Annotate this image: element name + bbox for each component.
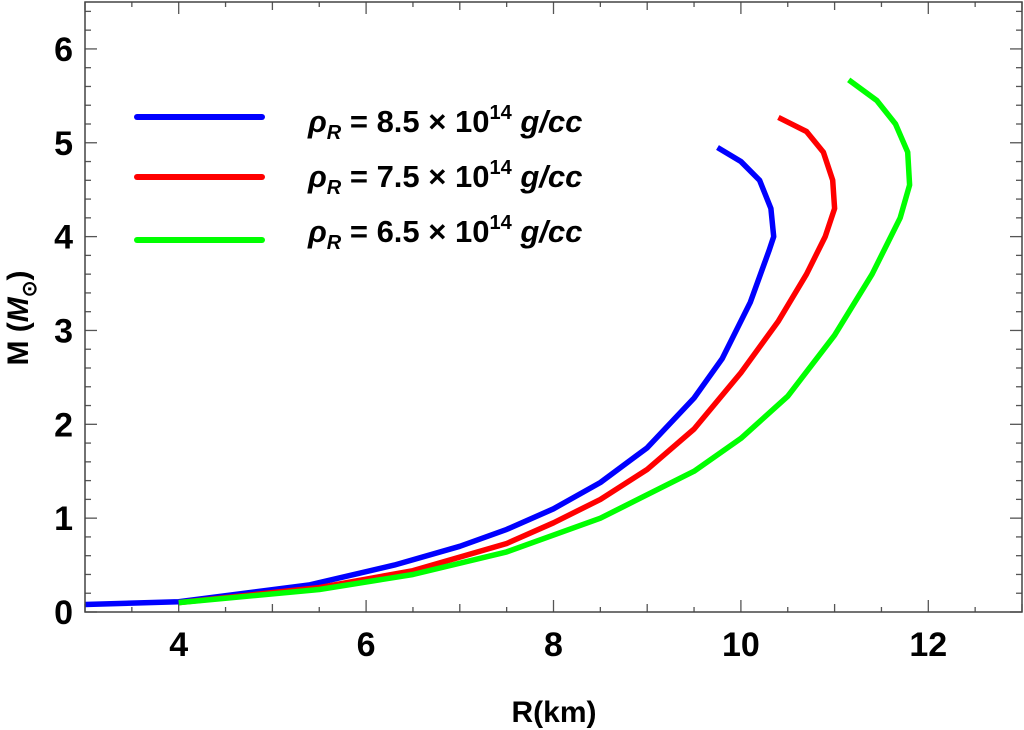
x-tick-label: 6 — [357, 626, 376, 664]
legend-label-series-1: ρR = 8.5 × 1014 g/cc — [307, 102, 582, 144]
y-tick-label: 4 — [54, 219, 73, 257]
series-line-1 — [84, 145, 777, 608]
y-axis-label-suffix: ) — [2, 270, 35, 280]
series-layer — [84, 77, 913, 608]
x-tick-label: 8 — [544, 626, 563, 664]
y-axis-label-sub: ⊙ — [19, 280, 41, 297]
legend-eq: = 8.5 × 10 — [341, 104, 489, 139]
legend-sub: R — [327, 232, 342, 254]
y-tick-label: 6 — [54, 31, 73, 69]
legend-sub: R — [327, 177, 342, 199]
x-tick-label: 4 — [169, 626, 188, 664]
legend-sym: ρ — [307, 104, 327, 139]
legend-sym: ρ — [307, 159, 327, 194]
legend-sup: 14 — [489, 157, 512, 179]
x-axis-label: R(km) — [511, 696, 596, 729]
ticks-layer — [84, 2, 1023, 613]
y-tick-label: 1 — [54, 500, 73, 538]
legend-unit: g/cc — [512, 214, 583, 249]
legend-sup: 14 — [489, 212, 512, 234]
y-tick-label: 0 — [54, 594, 73, 632]
legend-label-series-2: ρR = 7.5 × 1014 g/cc — [307, 157, 582, 199]
x-tick-label: 10 — [722, 626, 760, 664]
y-axis-label-unit: M — [2, 296, 35, 322]
legend: ρR = 8.5 × 1014 g/cc ρR = 7.5 × 1014 g/c… — [134, 102, 582, 254]
series-line-2 — [178, 114, 838, 606]
legend-unit: g/cc — [512, 159, 583, 194]
legend-eq: = 6.5 × 10 — [341, 214, 489, 249]
legend-sym: ρ — [307, 214, 327, 249]
legend-unit: g/cc — [512, 104, 583, 139]
series-line-3 — [178, 77, 913, 606]
legend-sub: R — [327, 122, 342, 144]
x-tick-label: 12 — [909, 626, 947, 664]
y-axis-label: M (M⊙) — [2, 270, 41, 365]
y-tick-label: 3 — [54, 312, 73, 350]
legend-sup: 14 — [489, 102, 512, 124]
y-tick-label: 5 — [54, 125, 73, 163]
y-tick-label: 2 — [54, 406, 73, 444]
plot-frame — [84, 1, 1023, 613]
svg-text:M (M⊙): M (M⊙) — [2, 270, 41, 365]
y-axis-label-prefix: M ( — [2, 322, 35, 365]
legend-eq: = 7.5 × 10 — [341, 159, 489, 194]
legend-label-series-3: ρR = 6.5 × 1014 g/cc — [307, 212, 582, 254]
